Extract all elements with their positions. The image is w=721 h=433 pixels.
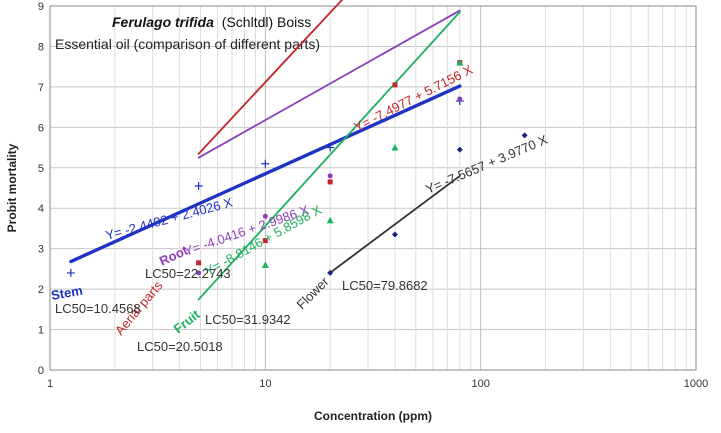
chart-title-species: Ferulago trifida: [112, 14, 214, 30]
y-axis-title: Probit mortality: [5, 143, 19, 232]
x-tick-label: 1: [47, 378, 53, 390]
point-flower: [327, 269, 334, 276]
y-tick-label: 2: [38, 284, 44, 296]
point-stem: [194, 181, 203, 190]
y-tick-label: 0: [38, 365, 44, 377]
point-aerial-parts: [196, 260, 202, 266]
point-root: [457, 96, 463, 102]
y-tick-label: 9: [38, 1, 44, 13]
point-stem: [261, 159, 270, 168]
point-fruit: [391, 144, 399, 151]
point-aerial-parts: [327, 179, 333, 185]
y-tick-label: 8: [38, 41, 44, 53]
x-tick-label: 100: [471, 378, 489, 390]
y-tick-label: 3: [38, 244, 44, 256]
point-stem: [326, 143, 335, 152]
point-flower: [456, 146, 463, 153]
point-fruit: [261, 261, 269, 268]
y-tick-label: 7: [38, 82, 44, 94]
fit-line-fruit: [197, 11, 461, 301]
x-tick-label: 1000: [684, 378, 708, 390]
lc50-aerial-parts: LC50=20.5018: [137, 339, 223, 354]
point-root: [262, 213, 268, 219]
point-fruit: [326, 216, 334, 224]
lc50-flower: LC50=79.8682: [342, 278, 428, 293]
y-tick-label: 5: [38, 163, 44, 175]
fit-line-stem: [69, 84, 462, 264]
fit-line-aerial-parts: [197, 0, 344, 155]
data-points: [66, 59, 528, 277]
chart-title-author: (Schltdl) Boiss: [222, 14, 311, 30]
y-tick-label: 1: [38, 325, 44, 337]
point-fruit: [456, 59, 464, 66]
lc50-fruit: LC50=31.9342: [205, 312, 291, 327]
lc50-root: LC50=22.2743: [145, 266, 231, 281]
y-tick-label: 6: [38, 122, 44, 134]
fit-lines: [69, 0, 462, 301]
point-root: [327, 173, 333, 179]
point-aerial-parts: [392, 82, 398, 88]
fit-line-flower: [329, 175, 461, 274]
y-tick-label: 4: [38, 203, 44, 215]
chart-subtitle: Essential oil (comparison of different p…: [55, 36, 320, 52]
lc50-stem: LC50=10.4568: [55, 301, 141, 316]
point-aerial-parts: [262, 238, 268, 244]
point-stem: [66, 268, 75, 277]
x-tick-label: 10: [259, 378, 271, 390]
plot-area-border: [49, 5, 697, 371]
x-axis-title: Concentration (ppm): [314, 409, 432, 423]
point-flower: [391, 231, 398, 238]
fit-line-root: [197, 9, 461, 159]
point-flower: [521, 132, 528, 139]
point-root: [196, 270, 202, 276]
chart-title: Ferulago trifida (Schltdl) Boiss: [112, 14, 311, 30]
label-stem: Stem: [50, 283, 84, 303]
